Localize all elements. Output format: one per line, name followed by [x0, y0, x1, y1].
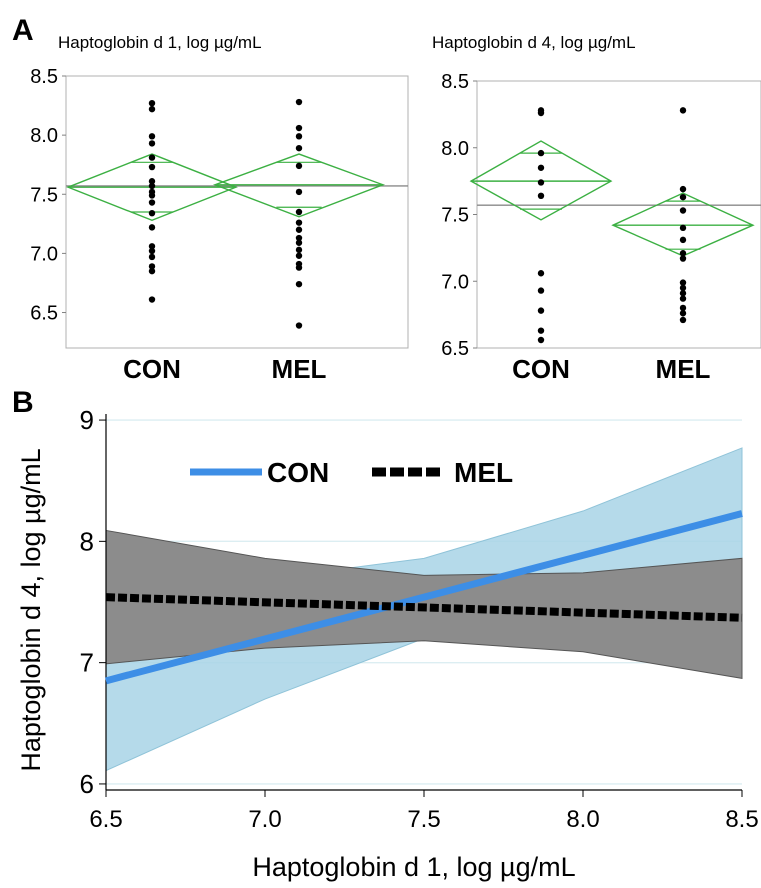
data-point — [295, 264, 303, 271]
data-point — [148, 133, 156, 140]
y-tick-label: 8.0 — [30, 125, 58, 147]
data-point — [148, 192, 156, 199]
category-label: MEL — [272, 354, 327, 384]
data-point — [148, 140, 156, 147]
data-point — [295, 234, 303, 242]
data-point — [148, 263, 156, 270]
data-point — [148, 253, 156, 261]
data-point — [295, 162, 303, 170]
data-point — [295, 188, 303, 196]
plot-frame — [476, 80, 761, 349]
y-tick-label: 8.0 — [441, 138, 469, 160]
data-point — [148, 154, 156, 161]
data-point — [537, 109, 545, 117]
y-tick-label: 8.5 — [441, 71, 469, 93]
y-tick-label: 7 — [80, 648, 94, 678]
data-point — [295, 219, 303, 226]
legend-label: CON — [267, 457, 329, 488]
data-point — [679, 304, 687, 312]
data-point — [537, 327, 545, 334]
y-axis-title: Haptoglobin d 4, log µg/mL — [16, 448, 46, 771]
y-tick-label: 6.5 — [30, 303, 58, 325]
y-tick-label: 8.5 — [30, 66, 58, 88]
data-point — [295, 280, 303, 288]
category-label: CON — [512, 354, 570, 384]
data-point — [295, 98, 303, 106]
data-point — [295, 144, 303, 152]
chart-title: Haptoglobin d 4, log µg/mL — [432, 33, 636, 52]
data-point — [295, 322, 303, 329]
data-point — [679, 279, 687, 286]
data-point — [537, 192, 545, 200]
regression-line — [105, 593, 743, 622]
regression-line — [105, 510, 743, 685]
data-point — [148, 224, 156, 231]
x-tick-label: 8.5 — [725, 806, 758, 833]
category-label: MEL — [656, 354, 711, 384]
data-point — [148, 178, 156, 185]
chart-title: Haptoglobin d 1, log µg/mL — [58, 33, 262, 52]
panel-a-letter: A — [12, 14, 34, 47]
y-tick-label: 8 — [80, 526, 94, 556]
x-axis-title: Haptoglobin d 1, log µg/mL — [252, 852, 575, 882]
panel-a4-chart: Haptoglobin d 4, log µg/mL 6.5 7.0 7.5 8.0 8.… — [432, 33, 761, 384]
data-point — [148, 105, 156, 113]
data-point — [679, 316, 687, 324]
data-point — [295, 239, 303, 246]
data-point — [295, 133, 303, 140]
panel-b-chart: 6.5 7.0 7.5 8.0 8.5 6 7 8 9 Haptoglobin d 1, log … — [16, 405, 759, 882]
data-point — [295, 208, 303, 216]
x-tick-label: 6.5 — [89, 806, 122, 833]
data-point — [537, 270, 545, 277]
data-point — [148, 100, 156, 107]
legend-label: MEL — [454, 457, 513, 488]
data-point — [679, 290, 687, 297]
data-point — [679, 107, 687, 114]
category-label: CON — [123, 354, 181, 384]
y-tick-label: 6 — [80, 769, 94, 799]
panel-b-letter: B — [12, 386, 34, 419]
data-point — [537, 336, 545, 344]
x-tick-label: 7.0 — [248, 806, 281, 833]
data-point — [537, 149, 545, 157]
data-point — [679, 193, 687, 201]
data-point — [148, 296, 156, 303]
data-point — [295, 226, 303, 233]
data-point — [679, 255, 687, 262]
data-point — [148, 199, 156, 206]
data-point — [679, 185, 687, 193]
panel-a1-chart: Haptoglobin d 1, log µg/mL 6.5 7.0 7.5 8.0 8.… — [30, 33, 409, 384]
y-tick-label: 7.5 — [30, 184, 58, 206]
data-point — [148, 267, 156, 275]
data-point — [537, 307, 545, 314]
data-point — [295, 124, 303, 132]
x-tick-label: 7.5 — [407, 806, 440, 833]
data-point — [679, 284, 687, 292]
plot-frame — [65, 75, 409, 349]
data-point — [679, 224, 687, 232]
data-point — [148, 182, 156, 190]
data-point — [679, 236, 687, 244]
data-point — [295, 246, 303, 254]
data-point — [148, 209, 156, 217]
data-point — [295, 252, 303, 259]
data-point — [148, 247, 156, 255]
data-point — [537, 287, 545, 294]
data-point — [679, 295, 687, 302]
y-tick-label: 7.0 — [441, 271, 469, 293]
data-point — [537, 164, 545, 171]
y-tick-label: 6.5 — [441, 338, 469, 360]
y-tick-label: 7.5 — [441, 205, 469, 227]
y-tick-label: 9 — [80, 405, 94, 435]
x-tick-label: 8.0 — [566, 806, 599, 833]
data-point — [148, 163, 156, 171]
data-point — [679, 207, 687, 214]
y-tick-label: 7.0 — [30, 243, 58, 265]
data-point — [679, 250, 687, 257]
data-point — [148, 243, 156, 250]
data-point — [679, 310, 687, 317]
data-point — [537, 179, 545, 186]
